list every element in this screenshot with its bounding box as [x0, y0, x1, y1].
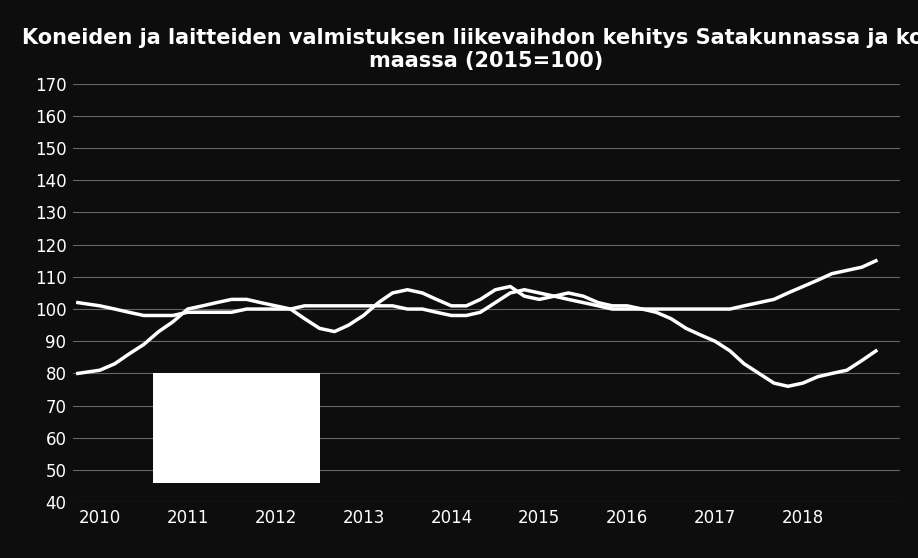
Title: Koneiden ja laitteiden valmistuksen liikevaihdon kehitys Satakunnassa ja koko
ma: Koneiden ja laitteiden valmistuksen liik…	[22, 28, 918, 71]
Bar	[152, 373, 319, 483]
